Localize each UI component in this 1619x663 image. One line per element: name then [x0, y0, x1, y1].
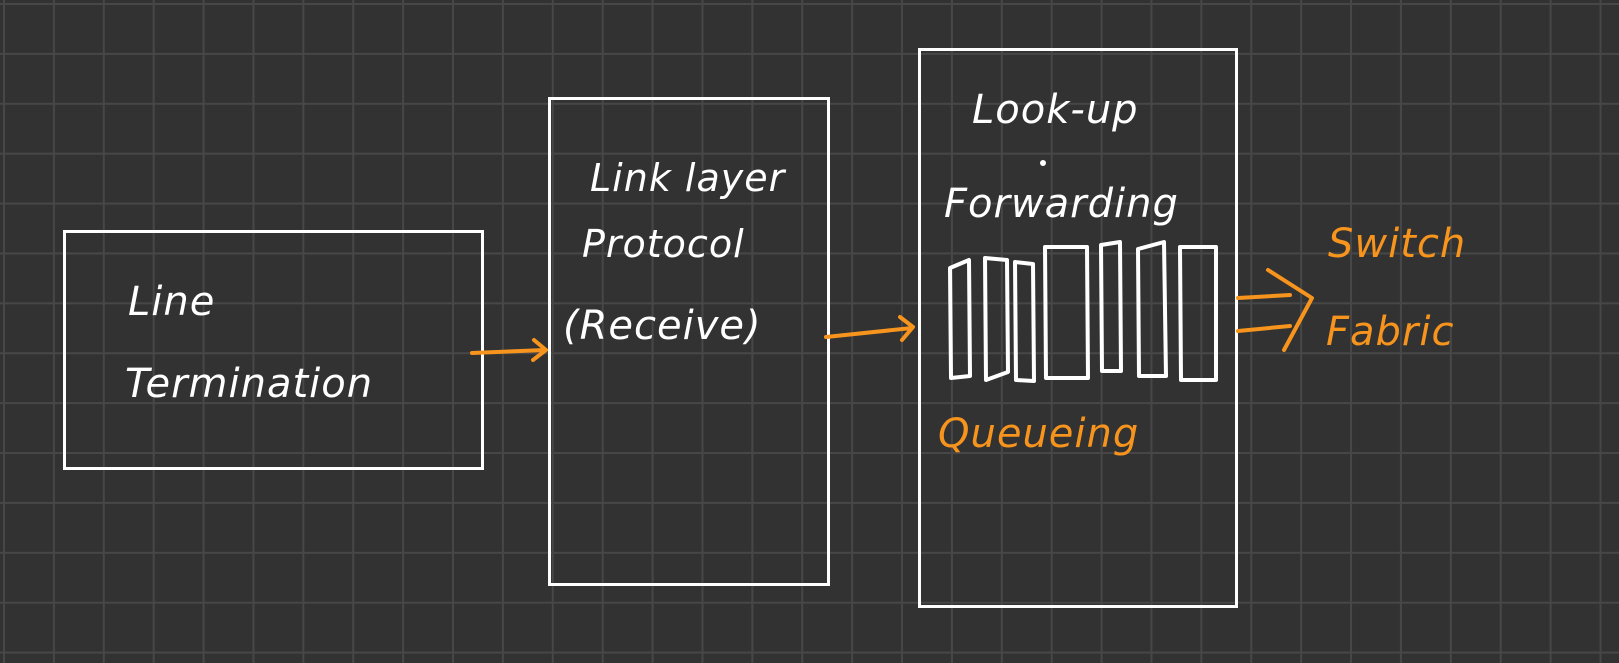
- arrow-head-line-to-link: [531, 338, 548, 362]
- queueing-label: Queueing: [938, 411, 1140, 457]
- arrow-head-link-to-lookup: [898, 315, 915, 342]
- link-layer-label-line2: Protocol: [582, 222, 745, 266]
- arrow-double-line-lower: [1236, 324, 1292, 333]
- line-termination-box: [63, 230, 484, 470]
- arrow-link-to-lookup: [824, 326, 914, 339]
- link-layer-label-line1: Link layer: [590, 156, 786, 200]
- line-termination-label-line1: Line: [128, 279, 216, 325]
- fabric-label: Fabric: [1326, 309, 1455, 355]
- arrow-double-line-upper: [1236, 293, 1292, 300]
- line-termination-label-line2: Termination: [125, 361, 374, 407]
- link-layer-box: [548, 97, 830, 586]
- forwarding-label: Forwarding: [944, 181, 1179, 227]
- arrow-head-to-fabric: [1266, 268, 1314, 352]
- lookup-label: Look-up: [972, 87, 1139, 133]
- link-layer-label-line3: (Receive): [563, 303, 762, 349]
- switch-label: Switch: [1328, 221, 1467, 267]
